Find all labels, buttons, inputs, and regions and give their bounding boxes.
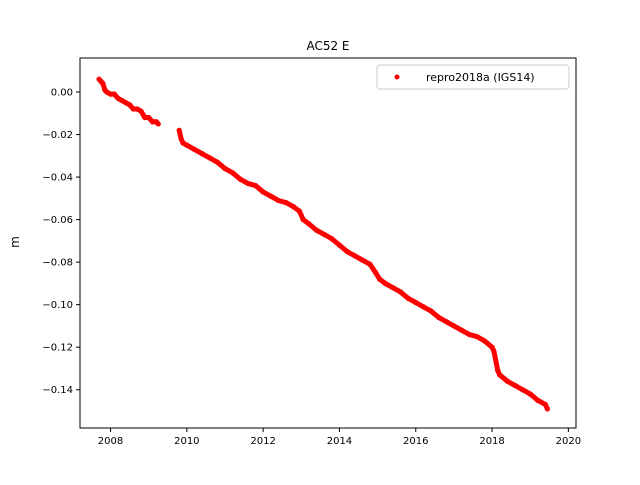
point-cluster (491, 348, 501, 374)
y-tick-label: −0.08 (42, 258, 73, 269)
x-tick-label: 2014 (327, 436, 352, 447)
y-tick-label: −0.02 (42, 130, 73, 141)
x-tick-label: 2012 (250, 436, 275, 447)
y-tick-label: −0.12 (42, 343, 73, 354)
legend-marker (394, 74, 400, 80)
x-tick-label: 2018 (479, 436, 504, 447)
chart-title: AC52 E (306, 39, 349, 53)
y-tick-label: −0.14 (42, 385, 73, 396)
legend-label: repro2018a (IGS14) (426, 71, 535, 84)
y-tick-label: 0.00 (51, 88, 73, 99)
y-tick-label: −0.04 (42, 173, 73, 184)
plot-frame (79, 57, 577, 429)
x-tick-label: 2008 (98, 436, 123, 447)
legend: repro2018a (IGS14) (376, 64, 570, 90)
axis-ticks: 2008 2010 2012 2014 2016 2018 2020 0.00 −0.02 −0.… (42, 88, 581, 447)
y-tick-label: −0.06 (42, 215, 73, 226)
y-tick-label: −0.10 (42, 300, 73, 311)
x-tick-label: 2016 (403, 436, 428, 447)
data-point (155, 121, 161, 127)
legend-box (376, 64, 570, 90)
data-point (544, 406, 550, 412)
x-tick-label: 2010 (174, 436, 199, 447)
x-tick-label: 2020 (556, 436, 581, 447)
data-points (96, 76, 550, 412)
y-axis-label: m (8, 236, 22, 248)
